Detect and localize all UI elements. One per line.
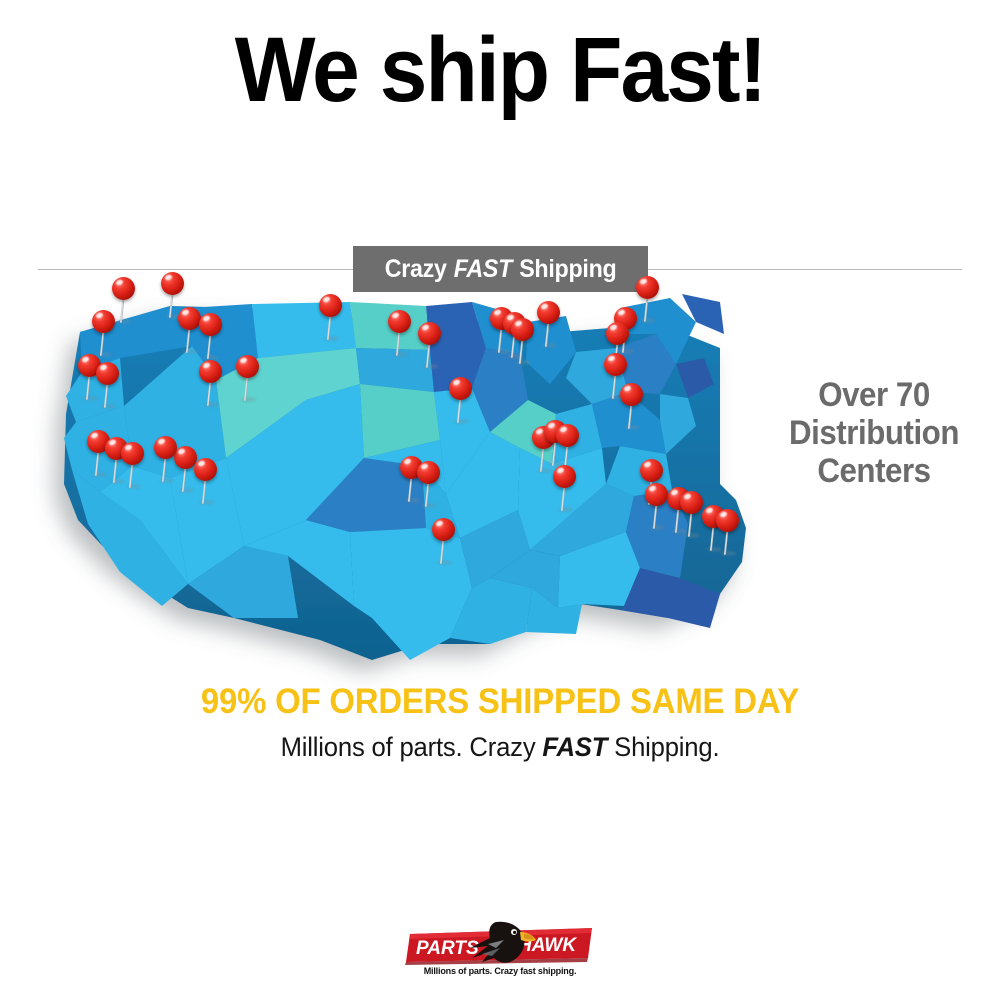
- banner-label: Crazy FAST Shipping: [384, 254, 617, 283]
- banner-emphasis: FAST: [453, 254, 513, 283]
- logo-mark: PARTS HAWK: [405, 921, 592, 965]
- logo-word-left: PARTS: [416, 938, 479, 959]
- banner-pre: Crazy: [384, 254, 447, 283]
- banner-post: Shipping: [519, 254, 617, 283]
- crazy-fast-shipping-banner: Crazy FAST Shipping: [353, 246, 648, 292]
- callout-line-3: Centers: [817, 452, 931, 490]
- partshawk-logo[interactable]: PARTS HAWK Millions of parts. Crazy fast…: [400, 918, 600, 986]
- page-title: We ship Fast!: [234, 19, 767, 121]
- subline-emphasis: FAST: [542, 732, 608, 762]
- distribution-callout: Over 70 Distribution Centers: [766, 376, 981, 490]
- subline-pre: Millions of parts. Crazy: [280, 732, 536, 762]
- callout-line-2: Distribution: [789, 414, 959, 452]
- callout-line-1: Over 70: [818, 376, 930, 414]
- logo-tagline: Millions of parts. Crazy fast shipping.: [423, 966, 577, 977]
- hawk-icon: [470, 921, 536, 963]
- subline-post: Shipping.: [614, 732, 720, 762]
- us-distribution-map: [20, 272, 760, 668]
- promo-subline: Millions of parts. Crazy FAST Shipping.: [25, 730, 975, 764]
- same-day-promo: 99% OF ORDERS SHIPPED SAME DAY: [200, 682, 800, 721]
- map-illustration: [64, 294, 746, 660]
- map-states: [64, 294, 724, 660]
